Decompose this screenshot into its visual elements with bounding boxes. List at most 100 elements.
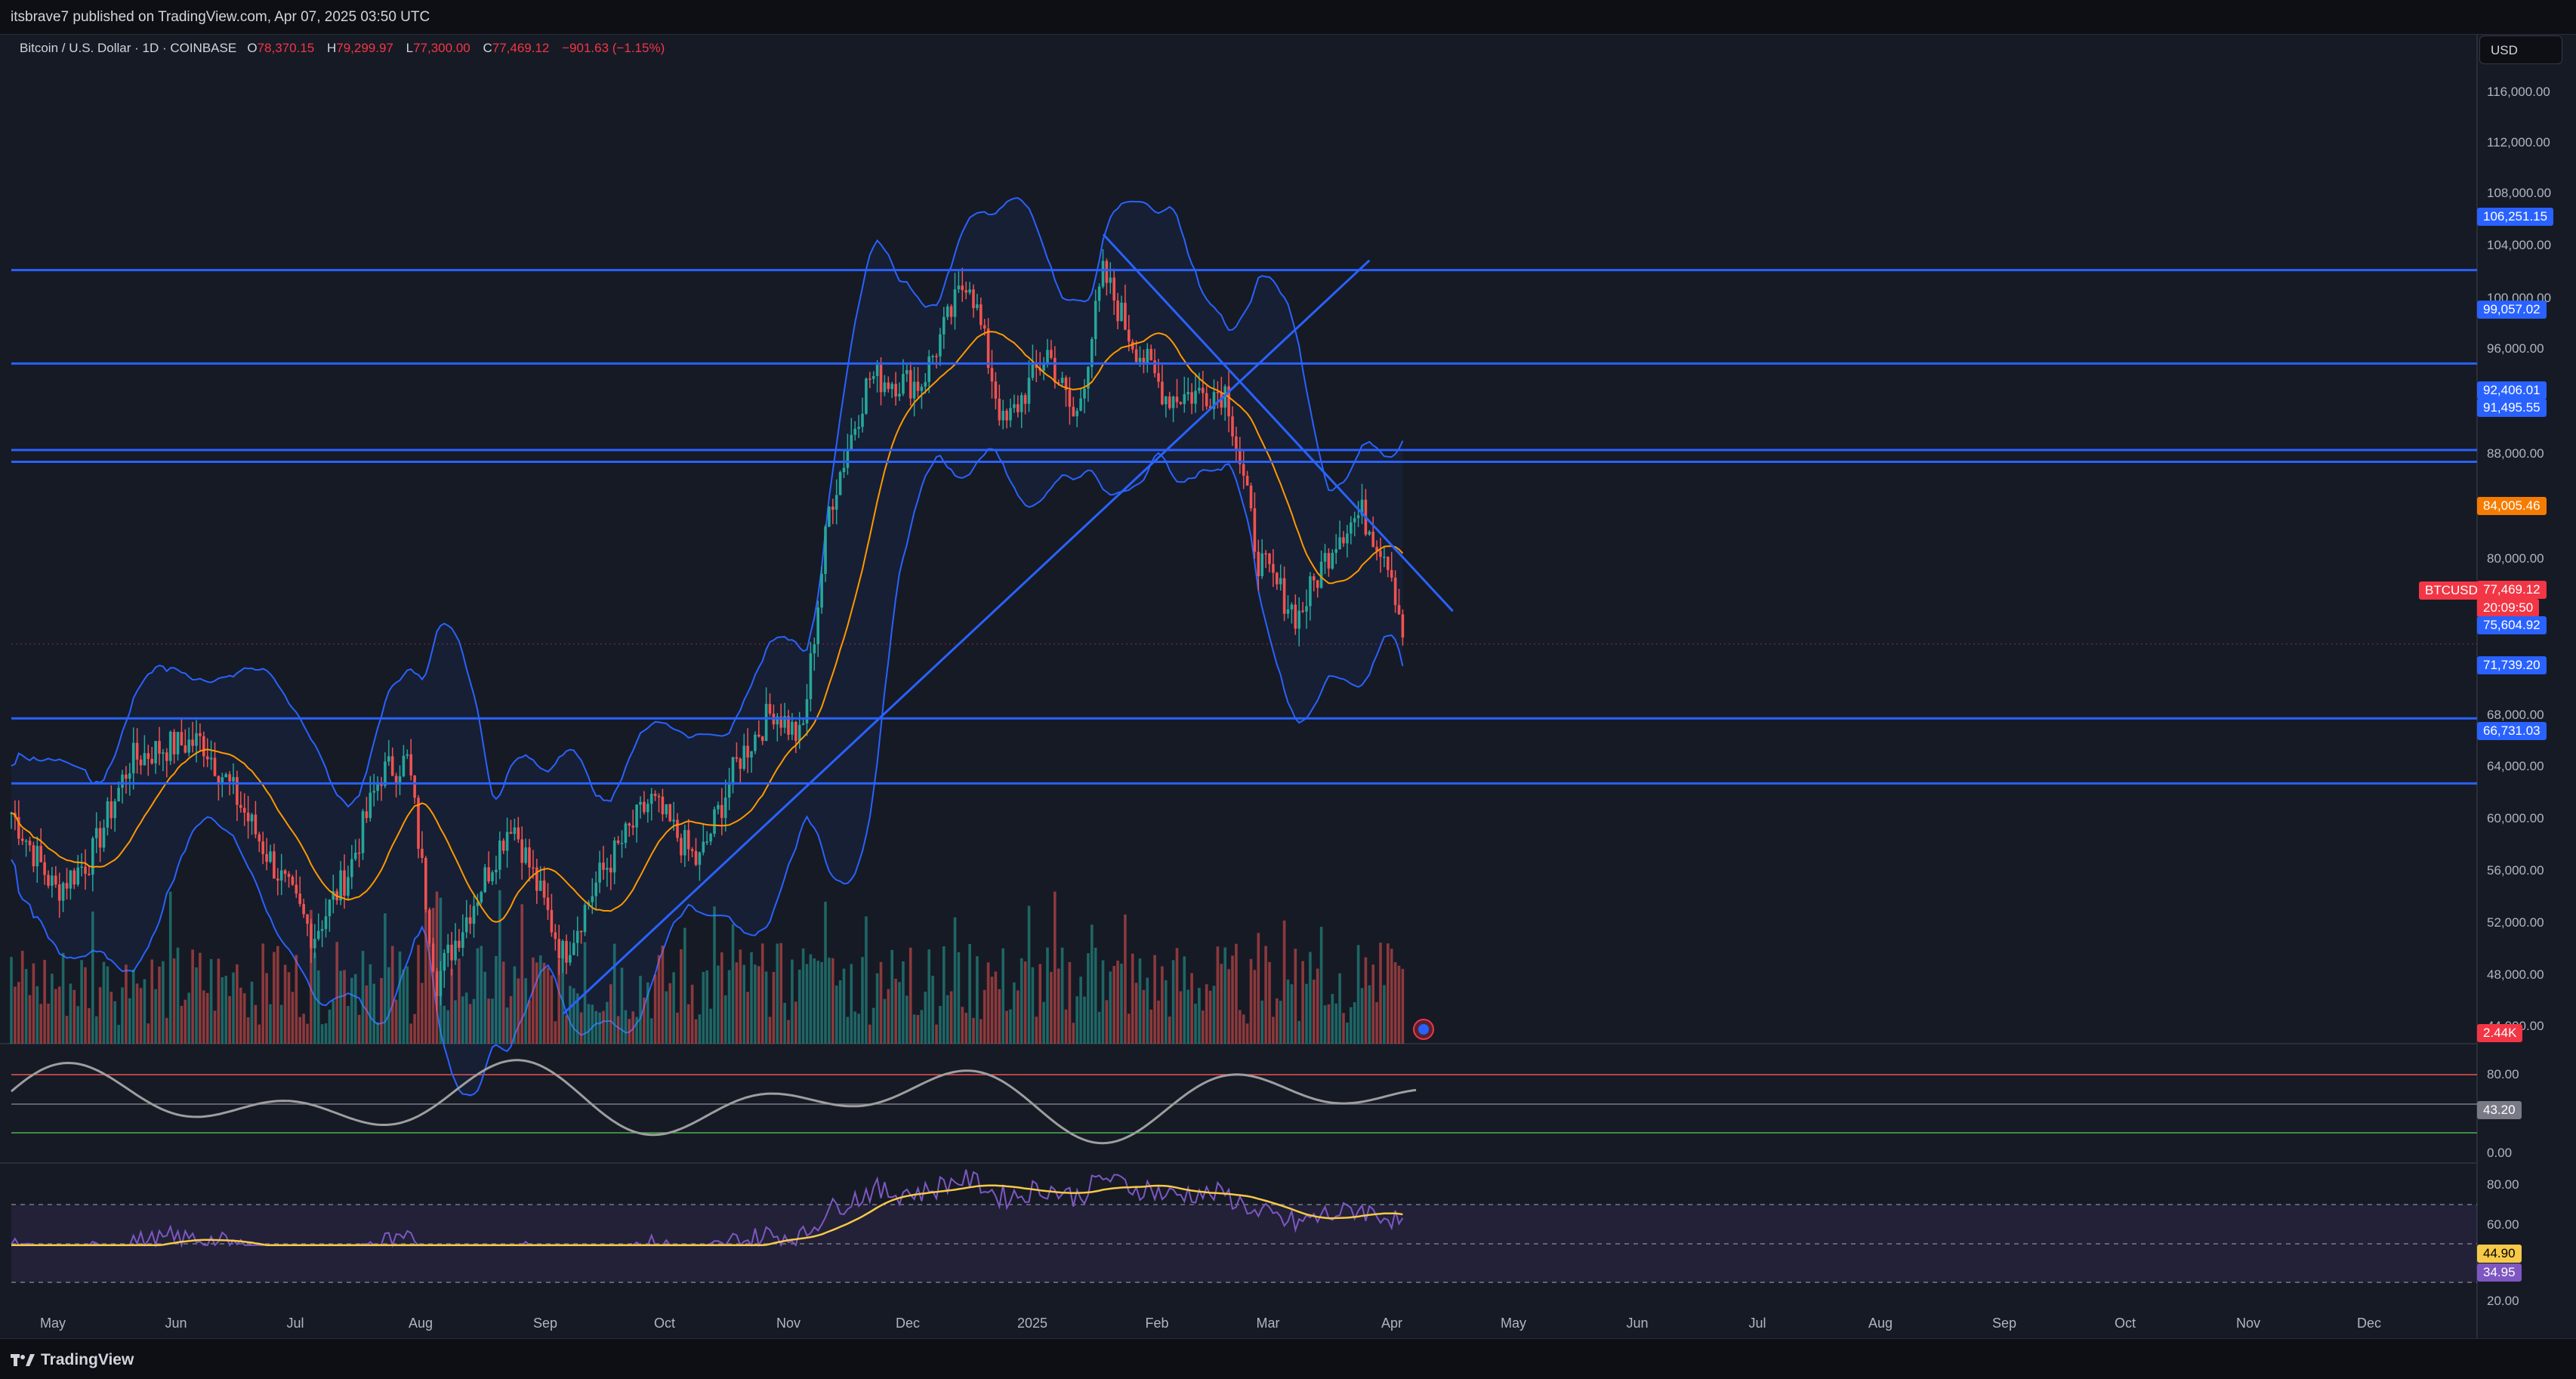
candle-body <box>476 902 480 906</box>
volume-bar <box>228 996 231 1044</box>
tradingview-logo[interactable]: TradingView <box>11 1351 134 1369</box>
candle-body <box>106 801 110 828</box>
volume-bar <box>69 983 72 1044</box>
candle-body <box>1360 499 1364 516</box>
volume-bar <box>727 970 731 1044</box>
volume-bar <box>816 961 819 1044</box>
candle-body <box>764 704 768 742</box>
candle-body <box>498 841 501 870</box>
candle-body <box>1001 410 1004 421</box>
volume-bar <box>612 943 616 1044</box>
volume-bar <box>579 1012 583 1044</box>
candle-body <box>1249 486 1253 508</box>
volume-bar <box>472 998 476 1044</box>
volume-bar <box>273 952 276 1044</box>
candle-body <box>195 733 198 746</box>
candle-body <box>51 875 54 886</box>
volume-bar <box>1179 991 1183 1044</box>
volume-bar <box>106 966 110 1044</box>
chart-area[interactable] <box>0 35 2576 1338</box>
chart-canvas[interactable] <box>0 35 2576 1338</box>
candle-body <box>731 757 735 785</box>
volume-bar <box>224 976 227 1044</box>
candle-body <box>1142 357 1146 365</box>
candle-body <box>698 852 702 865</box>
volume-bar <box>709 1008 712 1044</box>
volume-bar <box>1171 960 1175 1044</box>
candle-body <box>480 892 483 902</box>
volume-bar <box>424 909 427 1044</box>
volume-bar <box>380 977 383 1044</box>
candle-body <box>1101 261 1105 287</box>
low-value: 77,300.00 <box>413 41 470 55</box>
candle-body <box>491 872 494 881</box>
volume-bar <box>291 992 295 1044</box>
price-tick: 116,000.00 <box>2487 85 2550 99</box>
time-axis-label: Aug <box>1868 1316 1893 1331</box>
candle-body <box>942 316 946 335</box>
volume-bar <box>1305 983 1308 1044</box>
volume-bar <box>121 987 124 1044</box>
candle-body <box>1227 386 1230 417</box>
volume-bar <box>757 966 760 1044</box>
candle-body <box>1013 404 1016 409</box>
candle-body <box>902 374 905 394</box>
candle-body <box>1168 396 1171 409</box>
candle-body <box>501 841 505 851</box>
volume-bar <box>435 891 439 1044</box>
volume-bar <box>1397 965 1401 1044</box>
volume-bar <box>320 1024 324 1044</box>
candle-body <box>450 944 453 961</box>
candle-body <box>1212 392 1216 409</box>
candle-body <box>1245 476 1249 486</box>
volume-bar <box>1046 947 1049 1044</box>
volume-bar <box>1068 962 1072 1044</box>
volume-bar <box>1072 1023 1075 1044</box>
time-axis-label: Dec <box>895 1316 921 1331</box>
volume-bar <box>520 904 523 1044</box>
candle-body <box>791 721 794 735</box>
candle-body <box>986 329 990 369</box>
volume-bar <box>842 968 846 1044</box>
volume-bar <box>91 911 94 1044</box>
tradingview-logo-icon <box>11 1353 35 1368</box>
volume-bar <box>665 991 668 1044</box>
currency-button[interactable]: USD <box>2479 35 2562 64</box>
candle-body <box>1297 610 1300 629</box>
volume-bar <box>916 1015 920 1044</box>
price-tick: 96,000.00 <box>2487 341 2544 356</box>
volume-bar <box>1338 973 1341 1044</box>
volume-bar <box>949 991 953 1044</box>
volume-bar <box>983 989 986 1044</box>
candle-body <box>402 755 406 776</box>
candle-body <box>797 724 801 742</box>
candle-body <box>1272 563 1275 573</box>
candle-body <box>579 930 583 933</box>
candle-body <box>98 828 102 848</box>
candle-body <box>861 413 864 427</box>
candle-body <box>1276 572 1279 585</box>
volume-bar <box>20 951 24 1044</box>
candle-body <box>464 917 468 933</box>
candle-body <box>287 874 291 877</box>
candle-body <box>1046 350 1049 364</box>
candle-body <box>809 653 813 699</box>
price-tick: 108,000.00 <box>2487 186 2552 200</box>
volume-bar <box>968 944 971 1044</box>
candle-body <box>609 868 612 873</box>
volume-bar <box>361 951 365 1044</box>
volume-bar <box>298 1017 301 1044</box>
volume-bar <box>495 955 498 1044</box>
volume-bar <box>791 959 794 1044</box>
volume-bar <box>487 998 490 1044</box>
volume-bar <box>591 1004 594 1044</box>
candle-body <box>125 774 128 779</box>
candle-body <box>735 757 739 759</box>
candle-body <box>17 816 20 839</box>
symbol-title: Bitcoin / U.S. Dollar · 1D · COINBASE <box>20 41 237 55</box>
candle-body <box>1401 614 1405 638</box>
volume-bar <box>939 1005 942 1044</box>
time-axis-label: 2025 <box>1017 1316 1048 1331</box>
candle-body <box>1253 507 1257 552</box>
volume-bar <box>357 1014 361 1044</box>
